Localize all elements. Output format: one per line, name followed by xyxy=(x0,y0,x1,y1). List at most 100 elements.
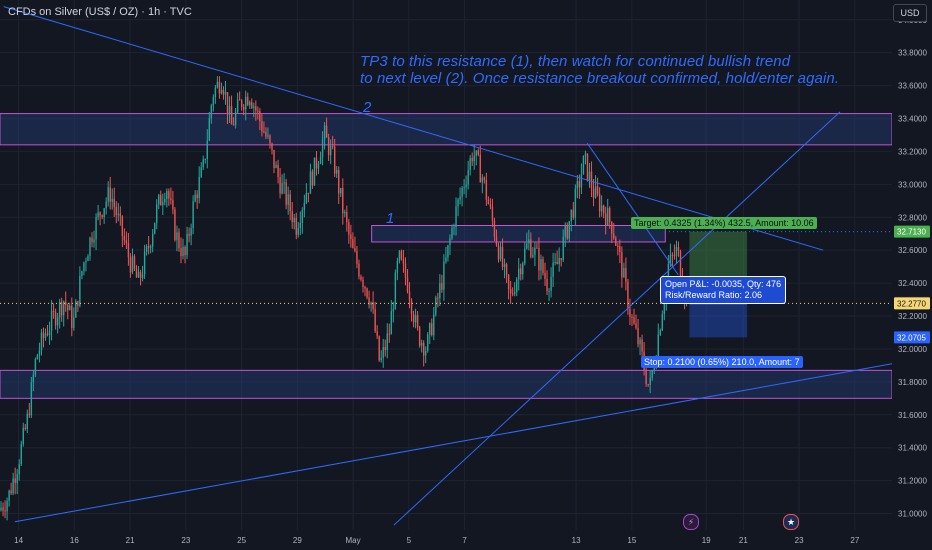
currency-button[interactable]: USD xyxy=(893,4,927,22)
candle-body[interactable] xyxy=(178,232,180,249)
candle-body[interactable] xyxy=(109,187,111,202)
price-tag-label[interactable]: 32.2770 xyxy=(897,299,926,308)
candle-body[interactable] xyxy=(226,92,229,115)
candle-body[interactable] xyxy=(289,194,291,212)
candle-body[interactable] xyxy=(287,194,289,205)
candle-body[interactable] xyxy=(172,200,174,210)
candle-body[interactable] xyxy=(101,215,103,218)
lightning-icon[interactable]: ⚡ xyxy=(683,514,699,530)
candle-body[interactable] xyxy=(477,150,479,155)
candle-body[interactable] xyxy=(24,427,26,429)
candle-body[interactable] xyxy=(475,150,477,156)
candle-body[interactable] xyxy=(420,342,423,346)
candle-body[interactable] xyxy=(285,182,287,205)
candle-body[interactable] xyxy=(376,331,378,337)
candle-body[interactable] xyxy=(20,443,22,465)
candle-body[interactable] xyxy=(374,309,376,332)
candle-body[interactable] xyxy=(299,222,302,228)
candle-body[interactable] xyxy=(34,359,37,375)
candle-body[interactable] xyxy=(4,510,6,512)
candle-body[interactable] xyxy=(505,264,508,275)
candle-body[interactable] xyxy=(455,206,457,228)
candle-body[interactable] xyxy=(542,259,544,273)
candle-body[interactable] xyxy=(625,268,627,282)
candle-body[interactable] xyxy=(279,177,281,194)
candle-body[interactable] xyxy=(515,279,518,293)
candle-body[interactable] xyxy=(139,271,142,278)
candle-body[interactable] xyxy=(93,239,95,243)
candle-body[interactable] xyxy=(386,333,388,350)
candle-body[interactable] xyxy=(38,350,41,355)
candle-body[interactable] xyxy=(99,212,101,216)
candle-body[interactable] xyxy=(580,174,583,188)
trendline-layer[interactable] xyxy=(3,6,893,526)
candle-body[interactable] xyxy=(588,171,591,180)
candle-body[interactable] xyxy=(518,268,520,280)
candle-body[interactable] xyxy=(129,257,132,273)
candle-body[interactable] xyxy=(530,239,532,257)
candle-body[interactable] xyxy=(301,210,304,223)
candle-body[interactable] xyxy=(36,354,39,360)
candle-body[interactable] xyxy=(166,191,168,199)
candle-body[interactable] xyxy=(79,275,81,306)
candle-body[interactable] xyxy=(503,264,506,267)
candle-body[interactable] xyxy=(214,87,217,98)
candle-body[interactable] xyxy=(54,312,57,326)
candle-body[interactable] xyxy=(534,247,536,256)
candle-body[interactable] xyxy=(540,259,542,271)
candle-body[interactable] xyxy=(309,171,312,194)
candle-body[interactable] xyxy=(50,310,53,331)
candle-body[interactable] xyxy=(12,478,14,494)
candle-body[interactable] xyxy=(586,153,589,180)
us-flag-icon[interactable]: ★ xyxy=(783,514,799,530)
candle-body[interactable] xyxy=(344,211,346,214)
candle-body[interactable] xyxy=(554,261,556,263)
candle-body[interactable] xyxy=(507,274,510,290)
candle-body[interactable] xyxy=(445,257,447,262)
candle-body[interactable] xyxy=(208,118,211,141)
candle-body[interactable] xyxy=(570,209,573,222)
symbol-title[interactable]: CFDs on Silver (US$ / OZ) · 1h · TVC xyxy=(8,6,192,18)
candle-body[interactable] xyxy=(224,92,227,95)
candle-body[interactable] xyxy=(449,238,451,246)
candle-body[interactable] xyxy=(606,208,609,226)
candle-body[interactable] xyxy=(69,305,71,311)
candle-body[interactable] xyxy=(609,208,611,222)
candle-body[interactable] xyxy=(368,297,370,305)
candle-body[interactable] xyxy=(245,96,247,110)
candle-body[interactable] xyxy=(396,260,399,273)
candle-body[interactable] xyxy=(566,224,568,239)
candle-body[interactable] xyxy=(253,106,255,108)
candle-body[interactable] xyxy=(10,490,12,494)
candle-body[interactable] xyxy=(259,111,261,122)
candle-body[interactable] xyxy=(160,195,162,206)
candle-body[interactable] xyxy=(240,100,243,107)
candle-body[interactable] xyxy=(60,301,63,316)
candle-body[interactable] xyxy=(212,97,215,106)
analysis-note[interactable]: TP3 to this resistance (1), then watch f… xyxy=(360,53,839,87)
candle-body[interactable] xyxy=(435,297,437,315)
candle-body[interactable] xyxy=(548,290,550,292)
candle-body[interactable] xyxy=(141,274,144,278)
candle-body[interactable] xyxy=(398,251,401,261)
candle-body[interactable] xyxy=(273,149,275,168)
candle-body[interactable] xyxy=(669,254,672,264)
trendline-descending-resistance[interactable] xyxy=(3,6,824,251)
candle-body[interactable] xyxy=(592,188,595,198)
candle-body[interactable] xyxy=(675,247,678,256)
candle-body[interactable] xyxy=(600,205,603,212)
candle-body[interactable] xyxy=(424,350,427,356)
candle-body[interactable] xyxy=(491,206,494,221)
candle-body[interactable] xyxy=(317,163,320,169)
candle-body[interactable] xyxy=(366,288,368,298)
candle-body[interactable] xyxy=(228,106,231,115)
candle-body[interactable] xyxy=(87,256,89,262)
candle-body[interactable] xyxy=(453,227,455,229)
candle-body[interactable] xyxy=(194,194,196,202)
candle-body[interactable] xyxy=(526,243,528,249)
zone-support[interactable] xyxy=(0,369,893,399)
candle-body[interactable] xyxy=(323,125,326,140)
stop-label[interactable]: Stop: 0.2100 (0.65%) 210.0, Amount: 7 xyxy=(641,356,803,368)
candle-body[interactable] xyxy=(333,146,336,174)
candle-body[interactable] xyxy=(637,328,639,345)
